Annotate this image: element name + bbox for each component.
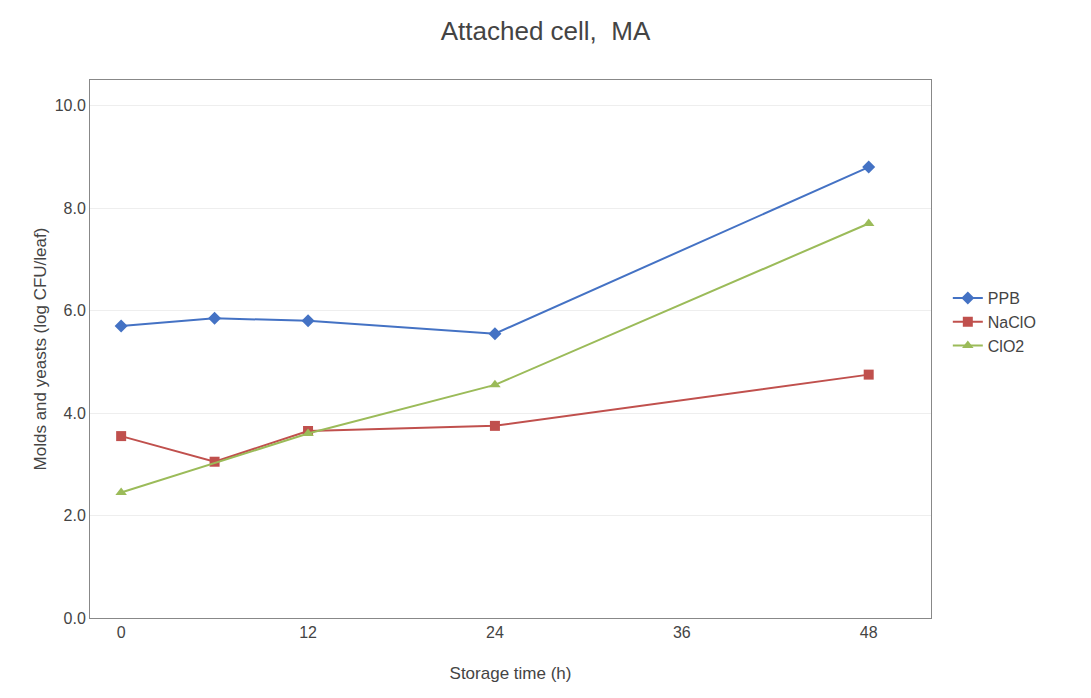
svg-text:4.0: 4.0 — [64, 405, 86, 422]
svg-text:ClO2: ClO2 — [988, 338, 1025, 355]
svg-text:12: 12 — [299, 624, 317, 641]
svg-text:Storage time (h): Storage time (h) — [450, 664, 572, 683]
svg-text:0: 0 — [117, 624, 126, 641]
svg-text:10.0: 10.0 — [55, 97, 86, 114]
svg-text:NaClO: NaClO — [988, 314, 1036, 331]
svg-text:2.0: 2.0 — [64, 507, 86, 524]
svg-text:6.0: 6.0 — [64, 302, 86, 319]
svg-text:Attached cell, MA: Attached cell, MA — [441, 16, 651, 46]
svg-text:48: 48 — [860, 624, 878, 641]
svg-text:8.0: 8.0 — [64, 200, 86, 217]
svg-text:0.0: 0.0 — [64, 610, 86, 627]
svg-text:PPB: PPB — [988, 290, 1020, 307]
svg-text:36: 36 — [673, 624, 691, 641]
svg-text:24: 24 — [486, 624, 504, 641]
svg-text:Molds and yeasts (log CFU/leaf: Molds and yeasts (log CFU/leaf) — [31, 228, 50, 471]
